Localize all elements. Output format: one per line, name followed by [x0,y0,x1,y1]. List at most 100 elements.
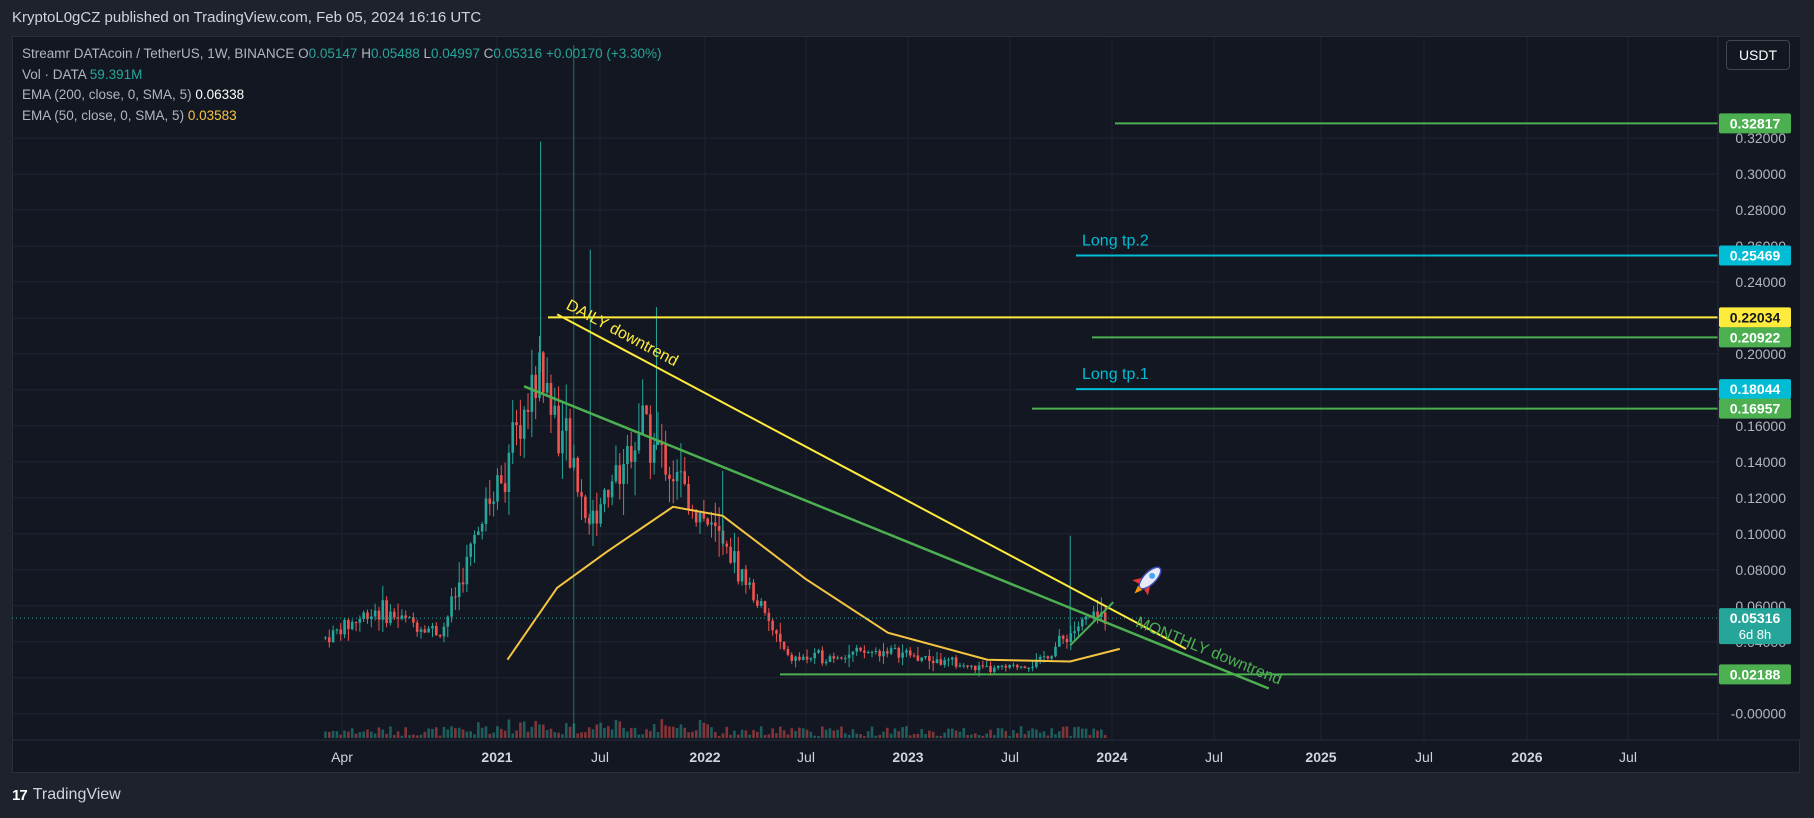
candle-body [947,659,950,661]
candle-body [427,628,430,633]
candle-body [633,450,637,462]
candle-body [950,657,954,660]
volume-bar [767,734,771,738]
time-tick-label: 2021 [481,749,512,765]
time-tick-label: Jul [1205,749,1223,765]
volume-bar [396,731,400,738]
candle-body [362,612,365,619]
candle-body [595,510,599,524]
candle-body [736,551,740,582]
volume-bar [492,732,495,738]
volume-bar [1038,732,1042,738]
symbol-description[interactable]: Streamr DATAcoin / TetherUS, 1W, BINANCE [22,46,295,61]
volume-bar [729,734,732,738]
volume-bar [324,731,327,738]
rocket-window [1149,572,1156,579]
candle-body [606,489,610,498]
ema200-label[interactable]: EMA (200, close, 0, SMA, 5) [22,87,192,103]
candle-body [400,615,404,619]
candle-body [339,629,343,635]
candle-body [886,651,889,654]
candle-body [744,569,748,585]
volume-bar [977,734,981,738]
time-tick-label: 2024 [1096,749,1127,765]
volume-bar [580,732,583,738]
price-tick-label: 0.14000 [1735,454,1786,470]
candle-body [683,471,687,484]
volume-bar [1042,731,1046,738]
candle-body [958,665,962,667]
candle-body [1046,656,1050,659]
candle-body [457,582,461,598]
candle-body [706,518,709,525]
volume-bar [970,734,973,738]
time-tick-label: 2025 [1305,749,1336,765]
volume-bar [603,727,606,738]
candle-body [622,464,625,484]
volume-bar [404,727,408,738]
currency-button[interactable]: USDT [1726,40,1790,70]
volume-bar [629,728,633,738]
time-tick-label: Jul [1619,749,1637,765]
candle-body [530,374,534,412]
volume-bar [759,726,763,738]
candle-body [477,531,480,535]
volume-bar [652,724,656,738]
volume-bar [1073,727,1076,738]
volume-bar [377,727,381,738]
volume-bar [622,727,625,738]
volume-bar [564,722,568,738]
ema50-label[interactable]: EMA (50, close, 0, SMA, 5) [22,107,185,123]
change-value: +0.00170 (+3.30%) [545,46,662,61]
candle-body [897,647,901,658]
volume-bar [679,724,683,738]
volume-bar [366,729,369,738]
volume-indicator-label[interactable]: Vol · DATA [22,66,87,82]
candle-body [828,656,832,662]
monthly-downtrend-line [523,385,1270,690]
volume-bar [928,730,931,738]
candle-body [1008,665,1011,668]
candle-body [488,498,492,504]
volume-bar [649,731,652,738]
volume-bar [1092,728,1096,738]
price-level-badge [1719,379,1791,400]
ema50-value: 0.03583 [187,107,237,123]
price-level-badge-text: 0.02188 [1730,666,1781,682]
candle-body [821,650,824,664]
volume-bar [1000,728,1004,738]
candle-body [966,665,969,667]
volume-bar [1061,726,1065,738]
volume-bar [557,732,560,738]
candle-body [542,352,545,393]
volume-bar [347,731,350,738]
volume-bar [423,731,427,738]
candle-body [629,445,633,462]
candle-body [679,471,683,473]
volume-bar [756,731,759,738]
volume-bar [843,733,847,738]
candle-body [840,657,843,659]
candle-body [1077,626,1080,632]
volume-bar [1100,729,1103,738]
candle-body [935,659,939,664]
volume-bar [886,727,889,738]
candle-body [549,382,553,415]
volume-bar [327,731,331,738]
volume-bar [706,724,709,738]
volume-bar [637,734,641,738]
candle-body [756,600,759,606]
volume-bar [905,726,908,738]
candle-body [626,445,629,465]
volume-bar [488,733,492,738]
volume-bar [794,730,797,738]
candle-body [664,444,667,475]
volume-bar [477,722,480,738]
candle-body [1019,666,1023,668]
daily-downtrend-text: DAILY downtrend [563,297,680,370]
candle-body [710,522,713,525]
candle-body [496,475,499,502]
candle-body [905,650,908,653]
candle-body [694,510,698,523]
